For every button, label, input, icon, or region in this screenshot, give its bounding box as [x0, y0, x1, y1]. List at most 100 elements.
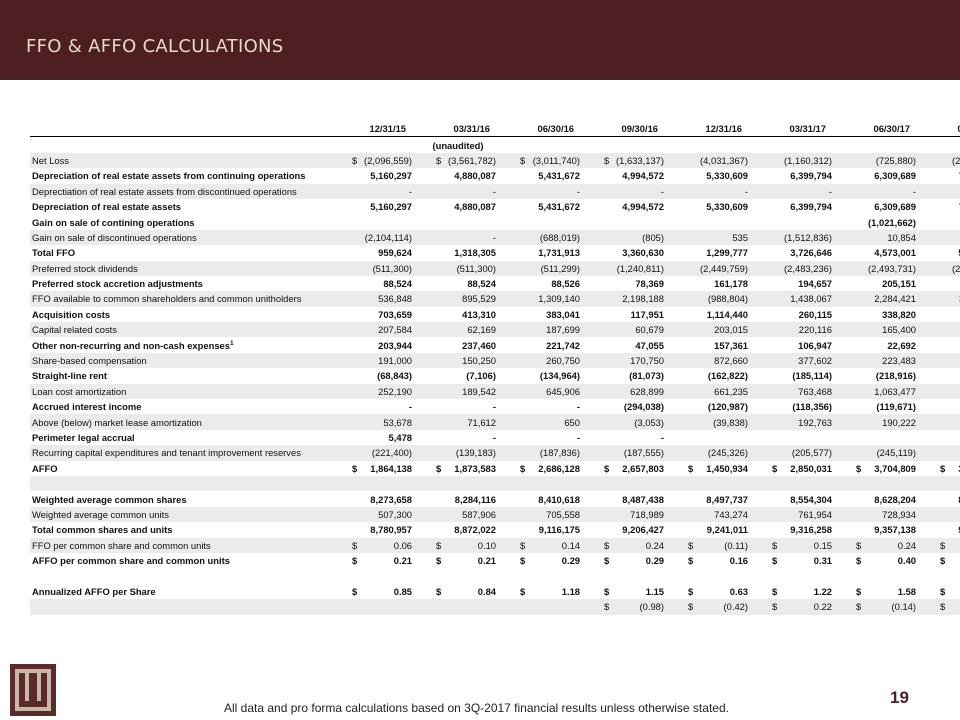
cell: $1,873,583 — [416, 461, 500, 476]
amount: (511,300) — [456, 262, 496, 274]
cell: - — [416, 183, 500, 199]
cell: 192,763 — [752, 414, 836, 430]
currency: $ — [772, 601, 778, 613]
cell: 47,055 — [584, 337, 668, 352]
cell: 550 — [920, 214, 960, 229]
amount: (245,326) — [707, 447, 748, 459]
amount: 5,160,297 — [370, 201, 412, 213]
amount: 8,554,304 — [790, 493, 832, 505]
amount: 5,478 — [388, 432, 412, 443]
amount: 0.24 — [645, 539, 664, 551]
table-row: Capital related costs 207,584 62,169 187,69… — [30, 322, 960, 338]
cell: 8,554,304 — [752, 491, 836, 506]
cell: 8,872,022 — [416, 522, 500, 537]
cell: (1,512,836) — [752, 229, 836, 246]
cell: - — [416, 399, 500, 414]
row-label: Straight-line rent — [30, 368, 332, 383]
amount: 157,361 — [714, 339, 748, 351]
cell: 5,431,672 — [500, 199, 584, 214]
amount: 0.21 — [477, 555, 496, 567]
amount: 161,178 — [714, 278, 748, 290]
cell: 2,198,188 — [584, 291, 668, 307]
amount: 2,686,128 — [538, 462, 580, 474]
currency: $ — [436, 555, 442, 567]
amount: - — [576, 401, 580, 413]
currency: $ — [520, 539, 526, 551]
amount: 1,731,913 — [538, 247, 580, 259]
row-label: Capital related costs — [30, 322, 332, 338]
header-row: 12/31/15 03/31/16 06/30/16 09/30/16 12/31/16… — [30, 121, 960, 138]
cell: 221,742 — [500, 337, 584, 352]
amount: 728,934 — [882, 508, 916, 520]
amount: (805) — [642, 231, 664, 243]
currency: $ — [604, 555, 610, 567]
row-label: Share-based compensation — [30, 352, 332, 369]
cell: 536,848 — [332, 291, 416, 307]
amount: 9,206,427 — [622, 524, 664, 536]
row-label-text: Total common shares and units — [32, 524, 173, 536]
amount: 10,854 — [887, 231, 916, 243]
amount: - — [912, 185, 916, 197]
cell: (187,836) — [500, 445, 584, 461]
cell — [416, 214, 500, 229]
row-label: AFFO — [30, 461, 332, 476]
amount: 0.29 — [561, 555, 580, 567]
cell: 88,524 — [416, 276, 500, 291]
column-header: 06/30/16 — [500, 121, 584, 138]
cell: $ (1,633,137) — [584, 152, 668, 169]
amount: 4,880,087 — [454, 170, 496, 182]
row-label: Total FFO — [30, 245, 332, 260]
cell: 220,116 — [752, 322, 836, 338]
logo — [10, 664, 56, 716]
row-label: Loan cost amortization — [30, 383, 332, 400]
cell: 9,206,427 — [584, 522, 668, 537]
amount: 220,116 — [798, 324, 832, 336]
cell: 5,160,297 — [332, 199, 416, 214]
amount: 743,274 — [714, 508, 748, 520]
cell: (1,240,811) — [584, 260, 668, 276]
amount: (221,400) — [371, 447, 412, 459]
cell: 413,310 — [416, 307, 500, 322]
cell: 7,745,211 — [920, 168, 960, 183]
cell: $1.22 — [752, 584, 836, 599]
amount: (725,880) — [875, 154, 916, 166]
cell — [836, 430, 920, 445]
amount: (1,512,836) — [784, 231, 832, 243]
table-row: Recurring capital expenditures and tenan… — [30, 445, 960, 461]
cell: (39,838) — [668, 414, 752, 430]
currency: $ — [352, 154, 358, 166]
currency: $ — [856, 601, 862, 613]
cell: 165,400 — [836, 322, 920, 338]
amount: (245,119) — [876, 447, 916, 459]
cell: - — [332, 183, 416, 199]
cell: $1,450,934 — [668, 461, 752, 476]
row-label-text: Deprectiation of real estate assets from… — [32, 185, 297, 197]
cell: 3,281,116 — [920, 291, 960, 307]
cell: 587,906 — [416, 506, 500, 523]
amount: 0.24 — [897, 539, 916, 551]
row-label: Total common shares and units — [30, 522, 332, 537]
cell: 4,994,572 — [584, 199, 668, 214]
row-label: Preferred stock accretion adjustments — [30, 276, 332, 291]
amount: 3,281,116 — [959, 293, 960, 304]
currency: $ — [436, 539, 442, 551]
cell: $ (3,011,740) — [500, 152, 584, 169]
column-header: 09/30/16 — [584, 121, 668, 138]
cell: 1,114,440 — [668, 307, 752, 322]
cell: $0.21 — [332, 553, 416, 568]
currency: $ — [772, 539, 778, 551]
amount: 8,284,116 — [454, 493, 496, 505]
amount: (3,561,782) — [448, 154, 496, 166]
amount: - — [492, 432, 496, 443]
amount: 1,318,305 — [454, 247, 496, 259]
cell — [332, 599, 416, 615]
currency: $ — [604, 585, 610, 597]
table-row: $(0.98)$(0.42)$0.22$(0.14)$(0.27) — [30, 599, 960, 615]
currency: $ — [520, 154, 526, 166]
row-label-text: Recurring capital expenditures and tenan… — [32, 447, 301, 459]
amount: 252,190 — [378, 385, 412, 397]
cell: (245,326) — [668, 445, 752, 461]
amount: 0.15 — [813, 539, 832, 551]
amount: (2,104,114) — [364, 231, 412, 243]
